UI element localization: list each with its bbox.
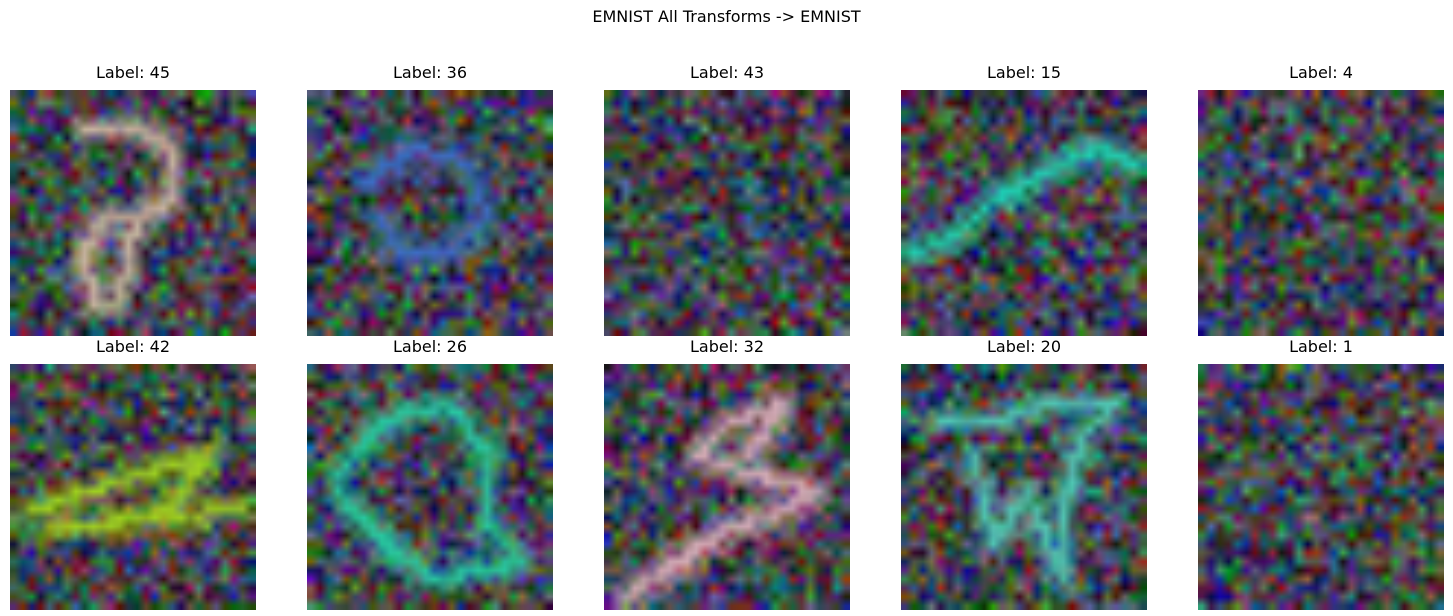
sample-panel: Label: 1: [1198, 337, 1444, 610]
sample-image: [901, 364, 1147, 610]
sample-image: [307, 90, 553, 336]
sample-label: Label: 15: [987, 63, 1061, 82]
figure-title: EMNIST All Transforms -> EMNIST: [592, 7, 861, 26]
sample-label: Label: 36: [393, 63, 467, 82]
sample-image: [604, 90, 850, 336]
sample-image: [10, 364, 256, 610]
sample-panel: Label: 20: [901, 337, 1147, 610]
sample-label: Label: 32: [690, 337, 764, 356]
sample-panel: Label: 32: [604, 337, 850, 610]
sample-panel: Label: 42: [10, 337, 256, 610]
sample-label: Label: 26: [393, 337, 467, 356]
sample-image: [901, 90, 1147, 336]
sample-label: Label: 45: [96, 63, 170, 82]
sample-label: Label: 4: [1289, 63, 1353, 82]
sample-label: Label: 43: [690, 63, 764, 82]
sample-panel: Label: 26: [307, 337, 553, 610]
sample-panel: Label: 43: [604, 63, 850, 336]
sample-label: Label: 1: [1289, 337, 1353, 356]
sample-panel: Label: 36: [307, 63, 553, 336]
sample-image: [604, 364, 850, 610]
sample-label: Label: 20: [987, 337, 1061, 356]
sample-panel: Label: 15: [901, 63, 1147, 336]
sample-panel: Label: 45: [10, 63, 256, 336]
sample-label: Label: 42: [96, 337, 170, 356]
sample-image: [1198, 364, 1444, 610]
sample-panel: Label: 4: [1198, 63, 1444, 336]
sample-image: [307, 364, 553, 610]
sample-image: [10, 90, 256, 336]
sample-image: [1198, 90, 1444, 336]
